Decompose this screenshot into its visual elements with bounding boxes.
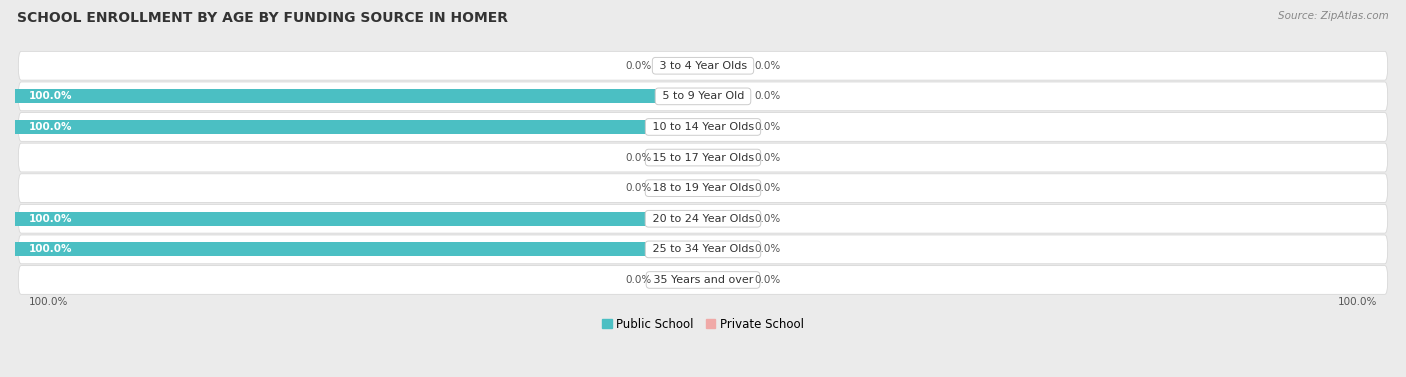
Text: 35 Years and over: 35 Years and over <box>650 275 756 285</box>
Text: 0.0%: 0.0% <box>755 275 780 285</box>
FancyBboxPatch shape <box>18 143 1388 172</box>
Text: 0.0%: 0.0% <box>626 275 651 285</box>
Bar <box>662 59 703 73</box>
Text: 0.0%: 0.0% <box>626 61 651 71</box>
Text: 3 to 4 Year Olds: 3 to 4 Year Olds <box>655 61 751 71</box>
Text: 100.0%: 100.0% <box>28 297 67 307</box>
FancyBboxPatch shape <box>18 235 1388 264</box>
Bar <box>662 181 703 195</box>
Bar <box>15 242 703 256</box>
Bar <box>703 181 744 195</box>
Text: 0.0%: 0.0% <box>755 214 780 224</box>
Text: 0.0%: 0.0% <box>626 153 651 162</box>
FancyBboxPatch shape <box>18 113 1388 141</box>
Text: 100.0%: 100.0% <box>28 91 72 101</box>
Bar <box>15 120 703 134</box>
Text: 10 to 14 Year Olds: 10 to 14 Year Olds <box>648 122 758 132</box>
Text: 15 to 17 Year Olds: 15 to 17 Year Olds <box>648 153 758 162</box>
Text: 0.0%: 0.0% <box>755 244 780 254</box>
Bar <box>662 273 703 287</box>
Text: 100.0%: 100.0% <box>28 244 72 254</box>
Text: 0.0%: 0.0% <box>626 183 651 193</box>
Bar <box>703 212 744 226</box>
Text: 0.0%: 0.0% <box>755 183 780 193</box>
Text: 0.0%: 0.0% <box>755 122 780 132</box>
Text: 0.0%: 0.0% <box>755 61 780 71</box>
FancyBboxPatch shape <box>18 174 1388 202</box>
Text: 100.0%: 100.0% <box>1339 297 1378 307</box>
Bar <box>703 242 744 256</box>
Bar <box>703 151 744 164</box>
Text: 25 to 34 Year Olds: 25 to 34 Year Olds <box>648 244 758 254</box>
Bar <box>703 59 744 73</box>
FancyBboxPatch shape <box>18 51 1388 80</box>
Bar <box>15 212 703 226</box>
Bar <box>703 89 744 103</box>
Text: 5 to 9 Year Old: 5 to 9 Year Old <box>658 91 748 101</box>
Text: SCHOOL ENROLLMENT BY AGE BY FUNDING SOURCE IN HOMER: SCHOOL ENROLLMENT BY AGE BY FUNDING SOUR… <box>17 11 508 25</box>
Text: Source: ZipAtlas.com: Source: ZipAtlas.com <box>1278 11 1389 21</box>
Bar <box>15 89 703 103</box>
Bar <box>703 273 744 287</box>
Text: 0.0%: 0.0% <box>755 153 780 162</box>
FancyBboxPatch shape <box>18 82 1388 111</box>
Legend: Public School, Private School: Public School, Private School <box>598 313 808 336</box>
Text: 18 to 19 Year Olds: 18 to 19 Year Olds <box>648 183 758 193</box>
FancyBboxPatch shape <box>18 265 1388 294</box>
Text: 100.0%: 100.0% <box>28 122 72 132</box>
Bar <box>703 120 744 134</box>
Text: 100.0%: 100.0% <box>28 214 72 224</box>
FancyBboxPatch shape <box>18 204 1388 233</box>
Text: 20 to 24 Year Olds: 20 to 24 Year Olds <box>648 214 758 224</box>
Bar <box>662 151 703 164</box>
Text: 0.0%: 0.0% <box>755 91 780 101</box>
